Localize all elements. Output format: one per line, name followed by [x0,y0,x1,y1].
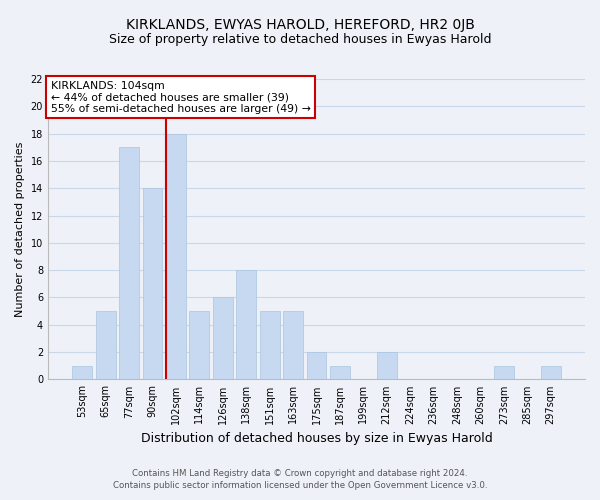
Bar [236,270,256,380]
Bar [541,366,560,380]
Bar [283,311,303,380]
Bar [166,134,186,380]
Bar [330,366,350,380]
Bar [213,298,233,380]
Text: Contains HM Land Registry data © Crown copyright and database right 2024.
Contai: Contains HM Land Registry data © Crown c… [113,469,487,490]
Y-axis label: Number of detached properties: Number of detached properties [15,142,25,317]
Bar [377,352,397,380]
Text: KIRKLANDS: 104sqm
← 44% of detached houses are smaller (39)
55% of semi-detached: KIRKLANDS: 104sqm ← 44% of detached hous… [50,80,310,114]
Text: Size of property relative to detached houses in Ewyas Harold: Size of property relative to detached ho… [109,32,491,46]
Bar [307,352,326,380]
Bar [96,311,116,380]
Bar [260,311,280,380]
Bar [119,148,139,380]
Text: KIRKLANDS, EWYAS HAROLD, HEREFORD, HR2 0JB: KIRKLANDS, EWYAS HAROLD, HEREFORD, HR2 0… [125,18,475,32]
Bar [143,188,163,380]
Bar [73,366,92,380]
Bar [190,311,209,380]
X-axis label: Distribution of detached houses by size in Ewyas Harold: Distribution of detached houses by size … [140,432,493,445]
Bar [494,366,514,380]
